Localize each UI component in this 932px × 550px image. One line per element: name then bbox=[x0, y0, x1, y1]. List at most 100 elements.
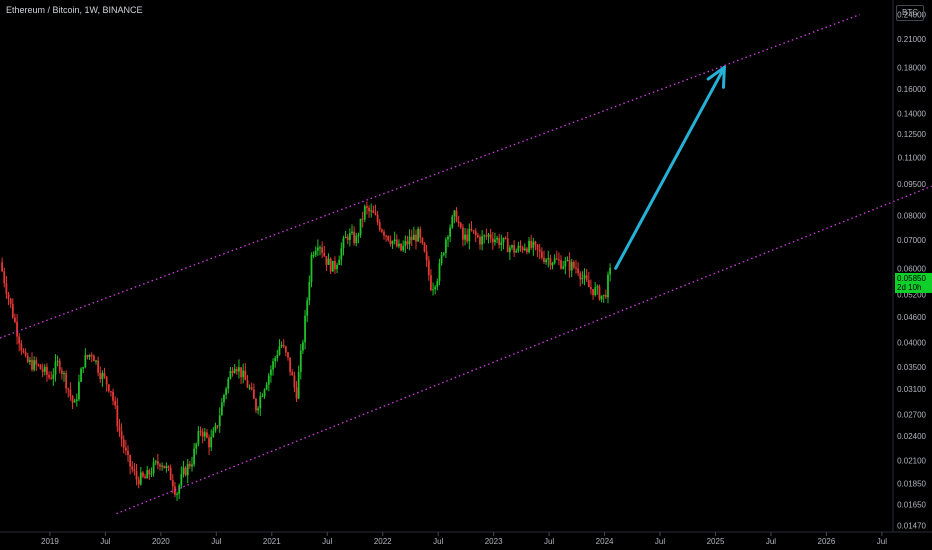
candle-body bbox=[553, 258, 556, 263]
candle-body bbox=[118, 426, 121, 432]
last-price-value: 0.05850 bbox=[897, 274, 926, 283]
candle-body bbox=[385, 235, 388, 237]
price-tick-label: 0.02100 bbox=[897, 456, 926, 465]
candle-body bbox=[485, 235, 488, 237]
candle-body bbox=[22, 350, 25, 353]
candle-body bbox=[398, 243, 400, 247]
candle-body bbox=[372, 210, 375, 213]
candle-body bbox=[103, 373, 106, 377]
candle-body bbox=[479, 237, 481, 245]
candle-body bbox=[197, 431, 200, 444]
channel-upper-line[interactable] bbox=[0, 14, 860, 339]
candle-body bbox=[417, 228, 420, 242]
candle-body bbox=[451, 216, 454, 228]
candle-body bbox=[410, 236, 413, 241]
candle-body bbox=[212, 430, 215, 437]
candle-body bbox=[513, 245, 516, 253]
candle-body bbox=[46, 366, 48, 375]
candle-body bbox=[353, 231, 356, 244]
candle-body bbox=[295, 387, 298, 399]
time-axis[interactable]: 2019 Jul 2020 Jul 2021 Jul 2022 Jul 2023 Jul 2024 J… bbox=[41, 532, 887, 546]
candle-body bbox=[344, 236, 347, 239]
candle-body bbox=[387, 235, 390, 241]
candle-body bbox=[263, 389, 266, 397]
candle-body bbox=[218, 415, 221, 427]
candle-body bbox=[231, 371, 234, 373]
candle-body bbox=[596, 286, 599, 288]
candle-body bbox=[28, 359, 31, 363]
time-tick-label: 2021 bbox=[263, 537, 281, 546]
candle-body bbox=[225, 388, 228, 395]
candle-body bbox=[370, 210, 373, 212]
candle-body bbox=[459, 223, 462, 228]
candle-body bbox=[425, 251, 428, 261]
candle-body bbox=[540, 251, 543, 258]
candle-body bbox=[214, 425, 217, 431]
price-tick-label: 0.06000 bbox=[897, 264, 926, 273]
candle-body bbox=[272, 361, 274, 370]
price-tick-label: 0.24000 bbox=[897, 11, 926, 20]
time-tick-label: Jul bbox=[877, 537, 887, 546]
candle-body bbox=[334, 260, 336, 270]
candle-body bbox=[421, 237, 424, 244]
candle-body bbox=[167, 466, 170, 468]
candle-body bbox=[400, 243, 402, 251]
candle-body bbox=[265, 384, 268, 390]
candle-body bbox=[342, 238, 345, 249]
candle-body bbox=[602, 294, 605, 296]
candle-body bbox=[99, 372, 102, 380]
candle-body bbox=[206, 432, 208, 438]
currency-button[interactable]: BTC bbox=[896, 5, 924, 21]
time-tick-label: Jul bbox=[544, 537, 554, 546]
candle-body bbox=[127, 450, 129, 456]
price-tick-label: 0.08000 bbox=[897, 212, 926, 221]
price-tick-label: 0.04000 bbox=[897, 339, 926, 348]
candle-body bbox=[355, 235, 358, 244]
candle-body bbox=[261, 396, 264, 398]
target-arrow[interactable] bbox=[614, 65, 726, 270]
candle-body bbox=[86, 355, 89, 358]
candle-body bbox=[238, 367, 240, 372]
candle-body bbox=[402, 245, 405, 251]
candle-body bbox=[543, 257, 545, 263]
candle-body bbox=[16, 321, 18, 337]
candle-body bbox=[233, 369, 236, 373]
candle-body bbox=[242, 370, 245, 378]
candle-body bbox=[18, 336, 21, 344]
candle-body bbox=[404, 241, 407, 246]
candle-body bbox=[575, 267, 577, 269]
candle-body bbox=[9, 298, 12, 304]
candle-body bbox=[419, 228, 422, 238]
candle-body bbox=[600, 295, 603, 300]
candle-body bbox=[7, 294, 10, 299]
candle-body bbox=[562, 266, 565, 269]
candle-body bbox=[278, 346, 281, 355]
candle-body bbox=[20, 343, 23, 351]
candle-body bbox=[259, 396, 262, 409]
candle-body bbox=[63, 373, 65, 375]
candle-body bbox=[75, 399, 78, 401]
candle-body bbox=[502, 237, 505, 243]
candle-body bbox=[327, 258, 330, 265]
candle-body bbox=[508, 247, 511, 253]
candle-body bbox=[178, 485, 181, 494]
candle-body bbox=[500, 242, 503, 245]
price-axis[interactable]: 0.24000 0.21000 0.18000 0.16000 0.14000 0.125… bbox=[897, 11, 926, 531]
candle-body bbox=[476, 235, 479, 238]
candle-body bbox=[69, 389, 72, 396]
candle-body bbox=[24, 352, 27, 356]
candle-body bbox=[142, 472, 144, 477]
candle-body bbox=[255, 398, 257, 411]
candle-body bbox=[423, 243, 426, 252]
candle-body bbox=[184, 467, 187, 476]
candle-body bbox=[120, 431, 123, 440]
candle-body bbox=[156, 461, 159, 465]
price-tick-label: 0.01850 bbox=[897, 480, 926, 489]
candle-body bbox=[517, 245, 520, 251]
candle-body bbox=[581, 277, 584, 280]
candle-body bbox=[564, 260, 567, 267]
candle-body bbox=[536, 244, 539, 250]
candle-body bbox=[491, 238, 494, 243]
price-tick-label: 0.02700 bbox=[897, 410, 926, 419]
